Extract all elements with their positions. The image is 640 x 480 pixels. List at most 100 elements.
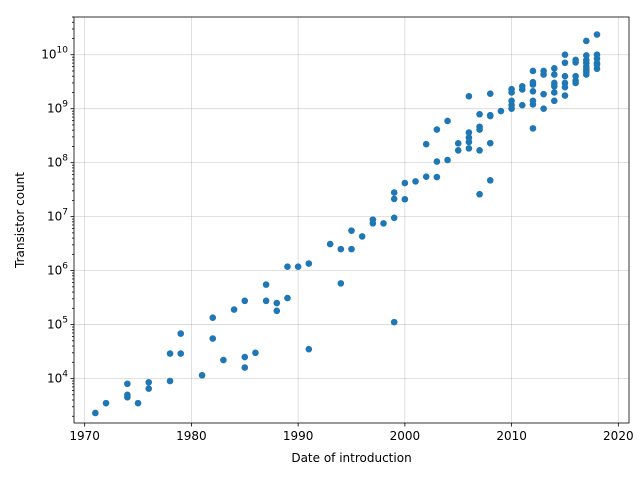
data-point: [476, 123, 483, 131]
data-point: [134, 399, 142, 407]
data-point: [593, 31, 601, 38]
data-point: [497, 107, 505, 115]
data-point: [273, 307, 281, 315]
data-point: [252, 349, 259, 357]
data-point: [177, 350, 185, 357]
data-point: [476, 110, 483, 118]
data-point: [433, 126, 441, 133]
data-point: [337, 280, 345, 287]
data-point: [220, 356, 227, 364]
y-tick-label: 106: [47, 262, 68, 278]
y-tick-label: 107: [47, 208, 68, 224]
data-point: [486, 90, 494, 97]
data-point: [422, 140, 430, 148]
data-point: [444, 117, 451, 125]
data-point: [305, 260, 313, 267]
data-point: [561, 92, 569, 99]
data-point: [284, 294, 291, 302]
data-point: [561, 51, 569, 59]
data-point: [348, 245, 355, 253]
data-point: [508, 97, 515, 105]
data-point: [262, 297, 270, 305]
data-point: [273, 299, 281, 307]
data-point: [177, 330, 185, 337]
data-point: [583, 56, 590, 64]
data-point: [412, 178, 419, 185]
data-point: [593, 59, 601, 67]
data-point: [561, 79, 569, 87]
data-point: [444, 156, 451, 164]
data-point: [529, 88, 537, 95]
data-point: [486, 111, 494, 119]
data-point: [166, 350, 174, 357]
data-point: [422, 173, 430, 180]
data-point: [572, 72, 579, 80]
data-point: [561, 72, 569, 80]
data-point: [369, 216, 377, 223]
data-point: [198, 371, 206, 379]
y-tick-label: 104: [47, 370, 68, 386]
x-tick-label: 2010: [496, 429, 527, 443]
data-point: [433, 158, 441, 165]
y-axis-label: Transistor count: [13, 172, 27, 269]
data-point: [390, 214, 398, 222]
x-axis-label: Date of introduction: [291, 451, 411, 465]
data-point: [465, 129, 473, 136]
data-point: [550, 89, 558, 96]
data-point: [486, 177, 494, 184]
data-point: [583, 52, 590, 59]
data-point: [145, 385, 153, 392]
data-point: [583, 37, 590, 45]
data-point: [454, 147, 462, 154]
x-axis: 1970 1980 1990 2000 2010 2020: [69, 423, 634, 443]
data-point: [529, 97, 537, 105]
data-point: [465, 134, 473, 141]
data-point: [262, 281, 270, 288]
data-point: [401, 195, 409, 203]
x-tick-label: 1970: [69, 429, 100, 443]
data-point: [326, 240, 334, 248]
data-point: [380, 220, 387, 227]
data-point: [390, 195, 398, 203]
data-point: [294, 263, 302, 271]
data-point: [433, 173, 441, 181]
data-point: [145, 379, 153, 386]
data-point: [550, 71, 558, 78]
data-point: [529, 67, 537, 75]
data-point: [348, 227, 355, 234]
data-point: [102, 399, 110, 407]
data-point: [540, 67, 547, 75]
data-point: [561, 59, 569, 67]
data-point: [241, 364, 249, 371]
data-point: [166, 377, 174, 385]
y-axis: 104 105 106 107 108 109 1010: [41, 16, 74, 417]
y-tick-label: 105: [47, 316, 68, 332]
data-point: [572, 56, 579, 64]
data-point: [124, 380, 131, 388]
data-point: [284, 263, 291, 271]
data-point: [540, 105, 547, 112]
data-point: [550, 79, 558, 87]
data-point: [305, 345, 313, 353]
data-point: [401, 179, 409, 187]
data-point: [508, 85, 515, 93]
y-tick-label: 108: [47, 154, 68, 170]
data-point: [529, 78, 537, 86]
data-point: [540, 90, 547, 98]
data-point: [476, 190, 483, 198]
data-point: [230, 306, 238, 313]
data-point: [390, 189, 398, 196]
data-point: [593, 51, 601, 59]
data-point: [476, 147, 483, 154]
x-tick-label: 2000: [390, 429, 421, 443]
data-point: [92, 409, 99, 417]
data-point: [550, 97, 558, 105]
data-point: [572, 77, 579, 85]
data-point: [465, 92, 473, 100]
data-point: [529, 125, 537, 132]
x-tick-label: 1980: [176, 429, 207, 443]
data-point: [550, 65, 558, 72]
data-points: [92, 31, 601, 417]
data-point: [518, 101, 526, 109]
